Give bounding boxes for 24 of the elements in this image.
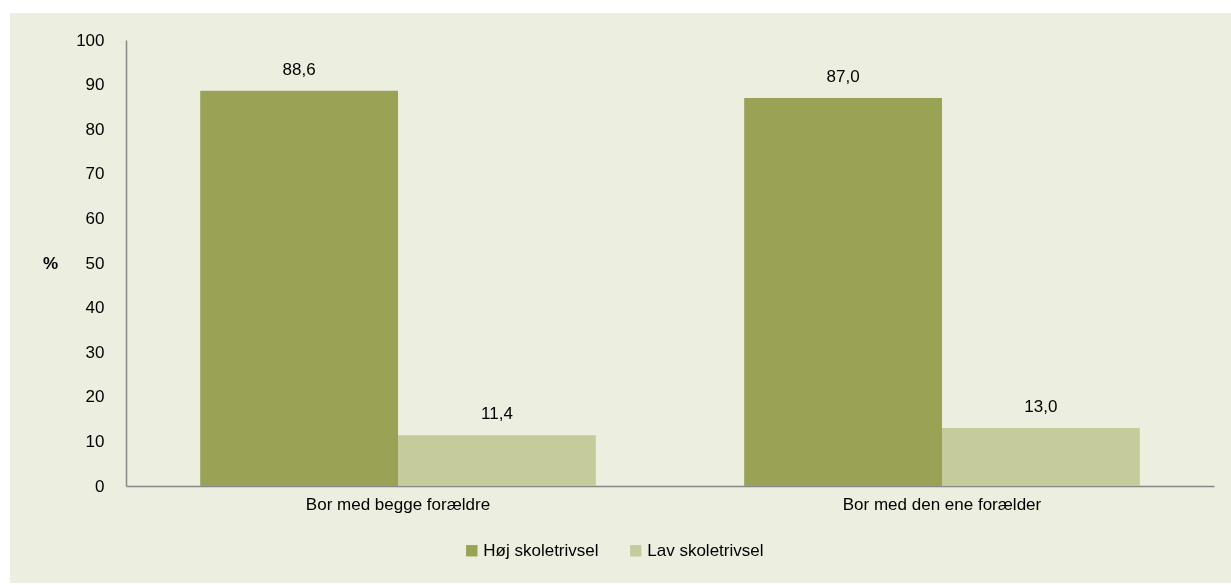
y-tick-label: 50 bbox=[85, 253, 105, 273]
data-label: 87,0 bbox=[826, 66, 860, 86]
y-tick-label: 30 bbox=[85, 342, 105, 362]
y-tick-label: 40 bbox=[85, 298, 105, 318]
y-tick-label: 90 bbox=[85, 75, 105, 95]
y-tick-label: 20 bbox=[85, 387, 105, 407]
x-tick-label: Bor med begge forældre bbox=[305, 494, 491, 514]
y-axis-title: % bbox=[42, 253, 59, 273]
bar bbox=[941, 428, 1140, 486]
y-tick-label: 0 bbox=[95, 476, 105, 496]
y-tick-label: 10 bbox=[85, 431, 105, 451]
legend-label: Lav skoletrivsel bbox=[647, 540, 764, 560]
legend-label: Høj skoletrivsel bbox=[483, 540, 599, 560]
bar bbox=[398, 435, 596, 486]
y-tick-label: 70 bbox=[85, 164, 105, 184]
bar bbox=[744, 97, 942, 486]
data-label: 11,4 bbox=[481, 404, 513, 424]
bar bbox=[200, 90, 399, 486]
data-label: 13,0 bbox=[1024, 397, 1058, 417]
data-label: 88,6 bbox=[282, 59, 316, 79]
y-tick-label: 80 bbox=[85, 119, 105, 139]
x-tick-label: Bor med den ene forælder bbox=[842, 494, 1042, 514]
y-tick-label: 100 bbox=[76, 30, 105, 50]
y-tick-label: 60 bbox=[85, 208, 105, 228]
